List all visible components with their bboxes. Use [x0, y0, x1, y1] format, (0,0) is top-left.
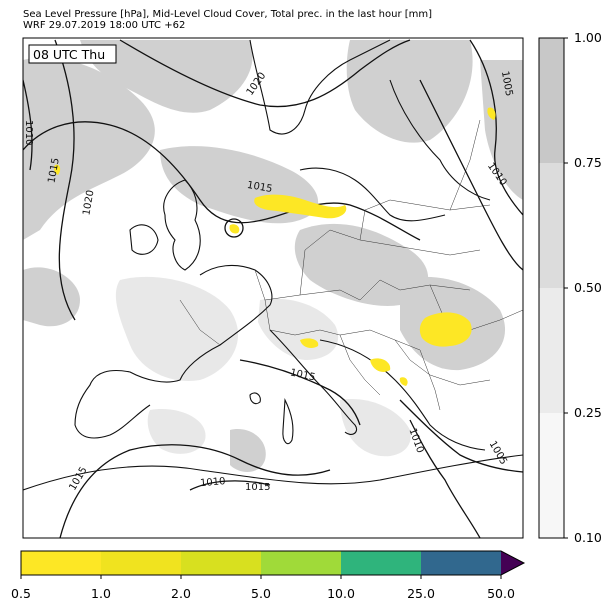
cloud-tick-label: 0.25: [574, 405, 602, 420]
isobar-label: 1020: [81, 189, 96, 216]
precip-tick-label: 10.0: [327, 586, 355, 601]
cloud-cover-layer: [23, 40, 523, 472]
precip-tick-label: 2.0: [171, 586, 191, 601]
isobar-label: 1005: [499, 70, 514, 97]
isobar-label: 1015: [46, 157, 61, 184]
precip-tick-label: 5.0: [251, 586, 271, 601]
precipitation-colorbar: [20, 550, 526, 579]
precip-tick-label: 0.5: [11, 586, 31, 601]
precip-tick-label: 50.0: [487, 586, 515, 601]
time-label-box: [28, 44, 117, 64]
cloud-cover-light-layer: [115, 276, 411, 457]
precip-colorbar-segment: [261, 551, 341, 575]
time-label: 08 UTC Thu: [33, 47, 105, 62]
cloud-tick-label: 0.50: [574, 280, 602, 295]
precip-colorbar-segment: [341, 551, 421, 575]
precip-colorbar-outline: [20, 550, 526, 576]
coastlines: [23, 39, 523, 491]
precip-colorbar-segment: [101, 551, 181, 575]
isobar-label: 1010: [200, 476, 226, 489]
chart-title: Sea Level Pressure [hPa], Mid-Level Clou…: [23, 9, 433, 20]
cloud-tick-label: 1.00: [574, 30, 602, 45]
isobar-label: 1015: [289, 367, 316, 383]
isobar-label: 1010: [23, 120, 34, 145]
isobars: [23, 39, 523, 538]
cloud-colorbar-segment: [539, 413, 564, 538]
precip-colorbar-segment: [21, 551, 101, 575]
cloud-colorbar-segment: [539, 163, 564, 288]
precip-tick-label: 1.0: [91, 586, 111, 601]
isobar-label: 1015: [246, 180, 273, 195]
cloud-colorbar-segment: [539, 38, 564, 163]
precip-colorbar-extend-arrow: [501, 551, 524, 575]
precip-tick-label: 25.0: [407, 586, 435, 601]
cloud-cover-colorbar: [538, 37, 568, 539]
map-frame: [22, 37, 524, 539]
precipitation-layer: [54, 107, 496, 386]
cloud-colorbar-segment: [539, 288, 564, 413]
chart-subtitle: WRF 29.07.2019 18:00 UTC +62: [23, 20, 186, 31]
isobar-label: 1015: [245, 482, 270, 493]
cloud-tick-label: 0.10: [574, 530, 602, 545]
cloud-tick-label: 0.75: [574, 155, 602, 170]
precip-colorbar-segment: [421, 551, 501, 575]
precip-colorbar-segment: [181, 551, 261, 575]
